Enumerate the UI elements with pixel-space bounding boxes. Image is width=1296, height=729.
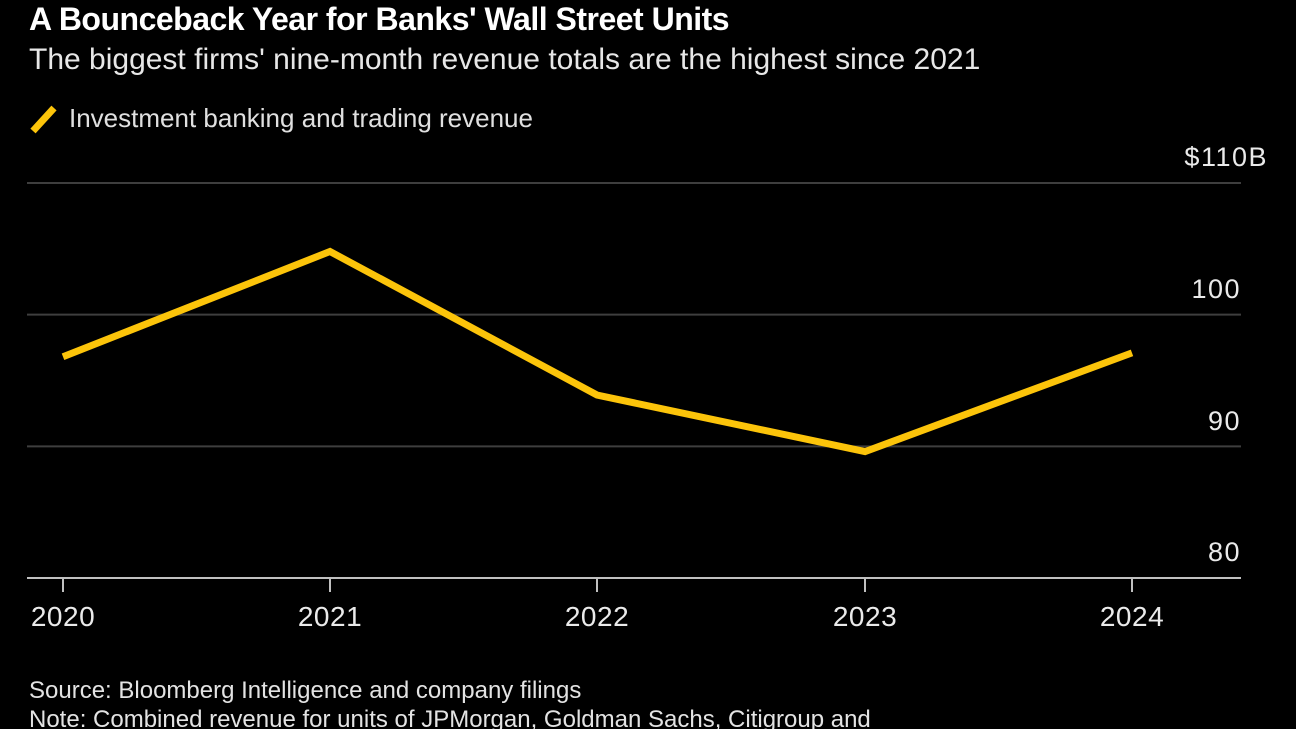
legend-slash-icon [30,105,57,133]
source-note: Source: Bloomberg Intelligence and compa… [29,677,582,704]
x-axis-label-2023: 2023 [832,601,898,632]
chart-subtitle: The biggest firms' nine-month revenue to… [29,43,981,76]
y-axis-label-80: 80 [1207,537,1241,567]
legend: Investment banking and trading revenue [29,103,533,134]
legend-label: Investment banking and trading revenue [69,103,533,133]
methodology-note: Note: Combined revenue for units of JPMo… [29,706,871,729]
x-axis-label-2024: 2024 [1099,601,1165,632]
chart-title: A Bounceback Year for Banks' Wall Street… [29,1,730,37]
y-axis-label-100: 100 [1191,274,1241,304]
x-axis-label-2021: 2021 [297,601,363,632]
y-axis-label-90: 90 [1207,406,1241,436]
bloomberg-watermark: Bloomberg [1108,726,1245,729]
y-axis-label-110: $110B [1184,142,1268,172]
x-axis-label-2020: 2020 [30,601,96,632]
x-axis-label-2022: 2022 [564,601,630,632]
revenue-series-line [61,247,1134,456]
